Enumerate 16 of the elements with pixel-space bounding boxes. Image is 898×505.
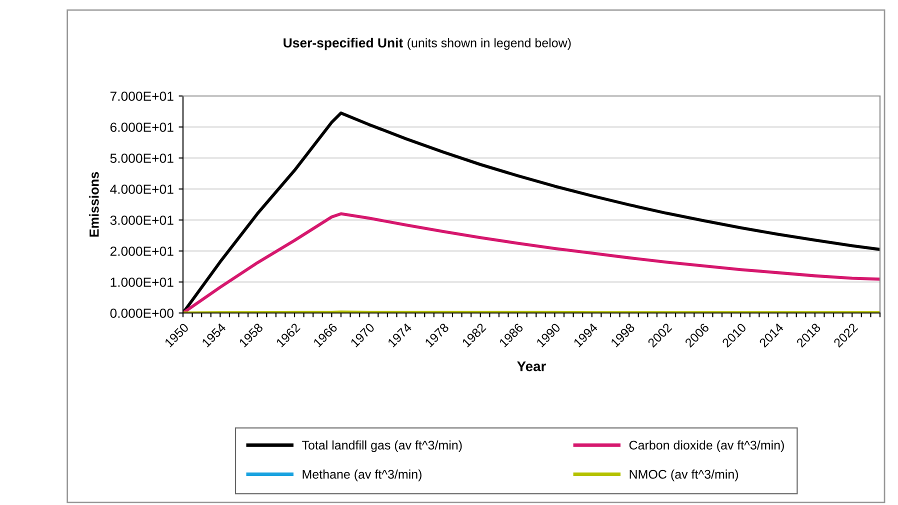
y-tick-label: 0.000E+00	[110, 308, 174, 318]
legend-label: Total landfill gas (av ft^3/min)	[302, 440, 462, 452]
legend-label: Carbon dioxide (av ft^3/min)	[629, 440, 784, 452]
y-tick-label: 3.000E+01	[110, 216, 174, 225]
x-axis-title: Year	[517, 362, 546, 372]
chart-subtitle: (units shown in legend below)	[408, 38, 571, 50]
legend-label: Methane (av ft^3/min)	[302, 470, 422, 482]
chart-title: User-specified Unit	[284, 38, 403, 50]
y-tick-label: 5.000E+01	[110, 154, 174, 163]
y-tick-label: 6.000E+01	[110, 122, 174, 132]
y-axis-title: Emissions	[89, 172, 99, 237]
legend-label: NMOC (av ft^3/min)	[630, 470, 738, 482]
y-tick-label: 7.000E+01	[110, 92, 174, 101]
y-tick-label: 2.000E+01	[110, 246, 174, 256]
y-tick-label: 1.000E+01	[110, 278, 174, 287]
y-tick-label: 4.000E+01	[110, 184, 174, 194]
